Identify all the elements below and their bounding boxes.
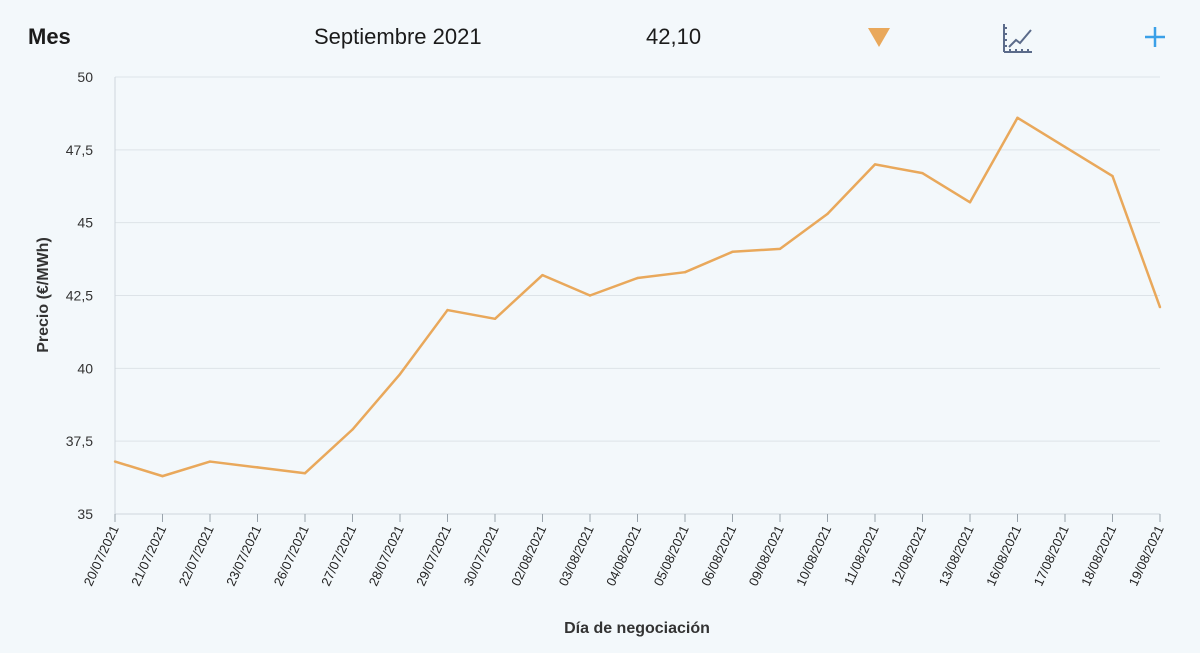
x-tick-label: 13/08/2021 [936, 523, 977, 588]
data-point [351, 428, 354, 431]
data-point [588, 294, 592, 297]
data-point [921, 171, 924, 175]
plus-icon[interactable] [1144, 26, 1166, 53]
price-value: 42,10 [646, 24, 702, 49]
data-point [303, 472, 307, 475]
data-point [778, 247, 782, 251]
y-axis-title: Precio (€/MWh) [35, 237, 52, 353]
x-tick-label: 28/07/2021 [366, 523, 407, 588]
x-tick-label: 29/07/2021 [413, 523, 454, 588]
data-point [683, 270, 687, 274]
data-point [1063, 145, 1067, 149]
x-tick-label: 10/08/2021 [793, 523, 834, 588]
data-point [873, 163, 877, 166]
x-tick-label: 09/08/2021 [746, 523, 787, 588]
x-tick-label: 02/08/2021 [508, 523, 549, 588]
x-tick-label: 27/07/2021 [318, 523, 359, 588]
price-series-line [114, 116, 1162, 478]
data-point [398, 372, 402, 376]
x-tick-label: 22/07/2021 [176, 523, 217, 588]
y-tick-label: 50 [77, 69, 93, 85]
x-tick-label: 16/08/2021 [983, 523, 1024, 588]
x-tick-label: 30/07/2021 [461, 523, 502, 588]
header-bar: Mes Septiembre 2021 42,10 [0, 0, 1200, 72]
data-point [731, 250, 734, 253]
y-tick-label: 45 [77, 215, 93, 231]
data-point [1016, 116, 1019, 119]
data-point [113, 460, 117, 463]
x-tick-label: 23/07/2021 [223, 523, 264, 588]
y-tick-label: 47,5 [66, 142, 93, 158]
x-axis-ticks: 20/07/2021 21/07/2021 22/07/2021 23/07/2021… [81, 514, 1167, 588]
grid-lines [114, 76, 1160, 515]
data-point [1111, 174, 1114, 178]
x-tick-label: 04/08/2021 [603, 523, 644, 588]
x-tick-label: 26/07/2021 [271, 523, 312, 588]
x-tick-label: 12/08/2021 [888, 523, 929, 588]
data-point [968, 201, 972, 204]
x-tick-label: 11/08/2021 [841, 523, 882, 587]
series-layer [113, 116, 1162, 478]
y-axis-ticks: 35 37,5 40 42,5 45 47,5 50 [66, 69, 93, 522]
data-point [208, 460, 212, 463]
data-point [446, 308, 449, 312]
x-tick-label: 03/08/2021 [556, 523, 597, 588]
x-tick-label: 17/08/2021 [1031, 523, 1072, 588]
data-point [826, 212, 829, 216]
x-tick-label: 05/08/2021 [651, 523, 692, 588]
x-tick-label: 20/07/2021 [81, 523, 122, 588]
period-label: Mes [28, 24, 71, 49]
contract-month: Septiembre 2021 [314, 24, 482, 49]
y-tick-label: 37,5 [66, 433, 93, 449]
data-point [161, 474, 164, 478]
data-point [541, 273, 544, 277]
line-chart-icon[interactable] [1002, 22, 1034, 59]
x-axis-title: Día de negociación [564, 620, 710, 637]
data-point [493, 317, 497, 321]
y-tick-label: 35 [77, 506, 93, 522]
y-tick-label: 42,5 [66, 288, 93, 304]
x-tick-label: 06/08/2021 [698, 523, 739, 588]
triangle-down-icon [868, 28, 890, 53]
data-point [256, 466, 259, 469]
x-tick-label: 18/08/2021 [1078, 523, 1119, 588]
y-tick-label: 40 [77, 360, 93, 376]
data-point [1158, 305, 1162, 309]
data-point [636, 276, 639, 280]
x-tick-label: 19/08/2021 [1126, 523, 1167, 588]
x-tick-label: 21/07/2021 [128, 523, 169, 588]
